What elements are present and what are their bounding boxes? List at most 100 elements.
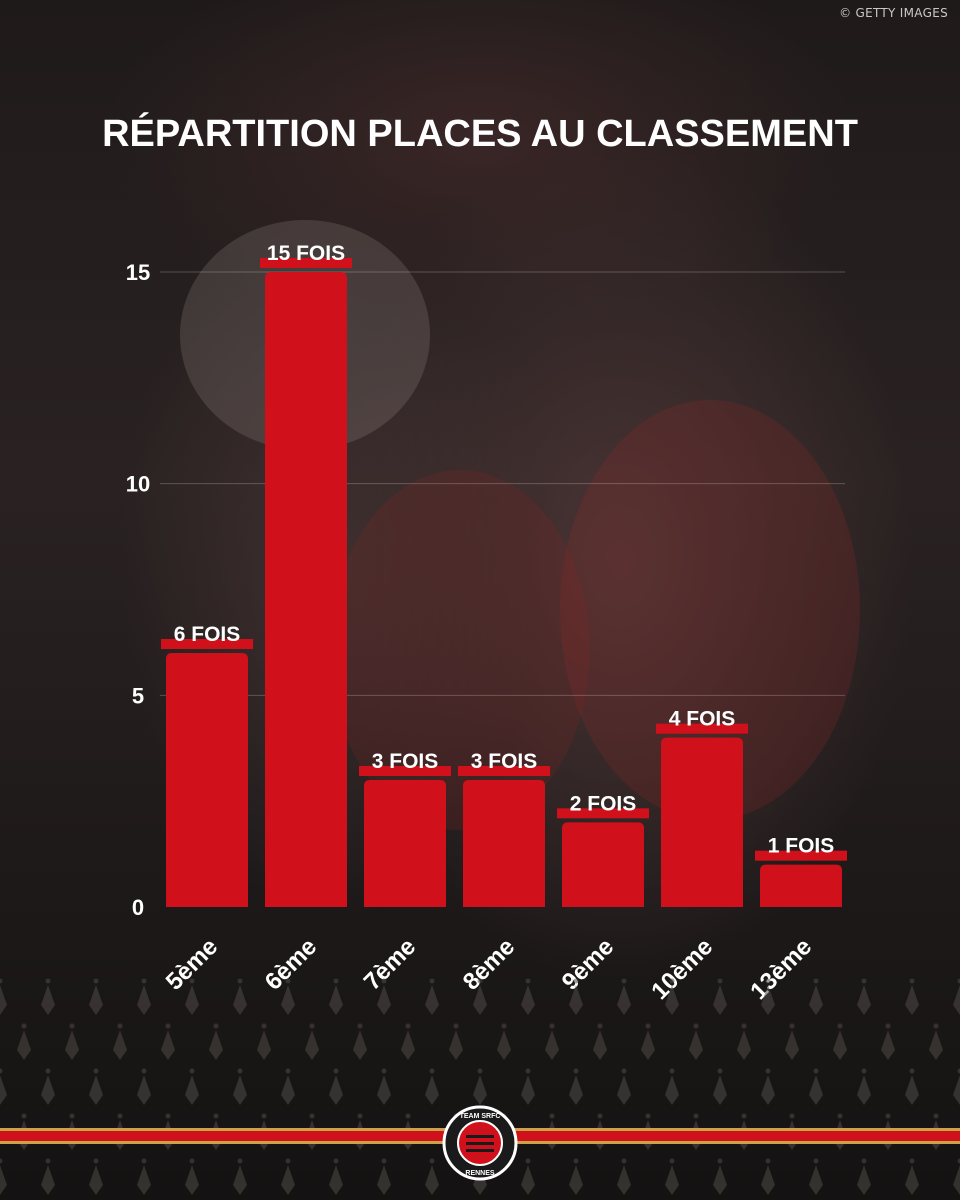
y-tick-label: 0 bbox=[132, 895, 144, 920]
logo-top-text: TEAM SRFC bbox=[460, 1113, 501, 1120]
ermine-spot bbox=[113, 1030, 127, 1060]
ermine-dot bbox=[405, 1113, 411, 1119]
ermine-dot bbox=[861, 1068, 867, 1074]
bar bbox=[265, 272, 347, 907]
ermine-spot bbox=[761, 1075, 775, 1105]
ermine-dot bbox=[357, 1113, 363, 1119]
ermine-spot bbox=[41, 985, 55, 1015]
ermine-spot bbox=[425, 985, 439, 1015]
data-label-highlight bbox=[557, 808, 649, 819]
ermine-spot bbox=[761, 1165, 775, 1195]
ermine-spot bbox=[473, 985, 487, 1015]
ermine-dot bbox=[597, 1113, 603, 1119]
ermine-spot bbox=[809, 985, 823, 1015]
ermine-dot bbox=[957, 1068, 960, 1074]
ermine-dot bbox=[789, 1023, 795, 1029]
ermine-spot bbox=[137, 1075, 151, 1105]
ermine-dot bbox=[573, 978, 579, 984]
ermine-dot bbox=[813, 1158, 819, 1164]
ermine-spot bbox=[305, 1030, 319, 1060]
ermine-spot bbox=[401, 1030, 415, 1060]
ermine-dot bbox=[117, 1023, 123, 1029]
labels-layer: 6 FOIS 15 FOIS 3 FOIS 3 FOIS 2 FOIS 4 FOIS 1 F… bbox=[161, 242, 847, 861]
ermine-dot bbox=[405, 1023, 411, 1029]
ermine-spot bbox=[41, 1165, 55, 1195]
ermine-spot bbox=[713, 985, 727, 1015]
ermine-spot bbox=[281, 1165, 295, 1195]
ermine-dot bbox=[261, 1023, 267, 1029]
ermine-dot bbox=[765, 1068, 771, 1074]
ermine-dot bbox=[21, 1023, 27, 1029]
ermine-dot bbox=[669, 978, 675, 984]
y-tick-label: 15 bbox=[126, 260, 150, 285]
ermine-spot bbox=[281, 1075, 295, 1105]
ermine-dot bbox=[381, 1068, 387, 1074]
ermine-spot bbox=[185, 1075, 199, 1105]
ermine-spot bbox=[809, 1165, 823, 1195]
ermine-dot bbox=[933, 1023, 939, 1029]
ermine-dot bbox=[213, 1113, 219, 1119]
bar bbox=[166, 653, 248, 907]
ermine-spot bbox=[377, 1075, 391, 1105]
ermine-dot bbox=[237, 978, 243, 984]
ermine-dot bbox=[717, 1068, 723, 1074]
ermine-spot bbox=[521, 1075, 535, 1105]
y-tick-label: 10 bbox=[126, 472, 150, 497]
data-label-highlight bbox=[260, 258, 352, 268]
chart-title: RÉPARTITION PLACES AU CLASSEMENT bbox=[90, 112, 870, 156]
ermine-dot bbox=[429, 1068, 435, 1074]
ermine-spot bbox=[617, 1075, 631, 1105]
ermine-spot bbox=[689, 1030, 703, 1060]
data-label: 3 FOIS bbox=[372, 750, 439, 773]
ermine-dot bbox=[621, 1158, 627, 1164]
ermine-spot bbox=[233, 1075, 247, 1105]
ermine-spot bbox=[905, 1075, 919, 1105]
ermine-spot bbox=[905, 1165, 919, 1195]
ermine-spot bbox=[329, 985, 343, 1015]
ermine-spot bbox=[545, 1030, 559, 1060]
ermine-spot bbox=[257, 1030, 271, 1060]
ermine-dot bbox=[309, 1113, 315, 1119]
ermine-spot bbox=[665, 1165, 679, 1195]
ermine-dot bbox=[621, 1068, 627, 1074]
ermine-spot bbox=[857, 985, 871, 1015]
ermine-spot bbox=[905, 985, 919, 1015]
data-label-highlight bbox=[458, 766, 550, 776]
ermine-dot bbox=[477, 978, 483, 984]
ermine-spot bbox=[89, 1075, 103, 1105]
team-logo: TEAM SRFC RENNES bbox=[442, 1105, 518, 1181]
bar bbox=[364, 780, 446, 907]
ermine-spot bbox=[785, 1030, 799, 1060]
ermine-spot bbox=[329, 1165, 343, 1195]
ermine-dot bbox=[69, 1023, 75, 1029]
ermine-spot bbox=[377, 1165, 391, 1195]
ermine-dot bbox=[549, 1023, 555, 1029]
data-label: 1 FOIS bbox=[768, 835, 835, 858]
ermine-spot bbox=[161, 1030, 175, 1060]
ermine-dot bbox=[813, 978, 819, 984]
logo-bottom-text: RENNES bbox=[465, 1170, 495, 1177]
ermine-dot bbox=[669, 1158, 675, 1164]
ermine-dot bbox=[813, 1068, 819, 1074]
ermine-dot bbox=[141, 978, 147, 984]
ermine-dot bbox=[429, 1158, 435, 1164]
ermine-dot bbox=[285, 978, 291, 984]
ermine-dot bbox=[381, 978, 387, 984]
bar bbox=[463, 780, 545, 907]
ermine-spot bbox=[953, 1075, 960, 1105]
ermine-spot bbox=[89, 985, 103, 1015]
ermine-dot bbox=[549, 1113, 555, 1119]
ermine-dot bbox=[525, 1158, 531, 1164]
ermine-dot bbox=[909, 1068, 915, 1074]
ermine-dot bbox=[717, 978, 723, 984]
ermine-spot bbox=[761, 985, 775, 1015]
grid-layer bbox=[160, 271, 845, 696]
ermine-dot bbox=[93, 1158, 99, 1164]
ermine-dot bbox=[957, 978, 960, 984]
ermine-dot bbox=[21, 1113, 27, 1119]
ermine-spot bbox=[233, 985, 247, 1015]
ermine-dot bbox=[117, 1113, 123, 1119]
ermine-dot bbox=[525, 1068, 531, 1074]
ermine-spot bbox=[569, 1165, 583, 1195]
ermine-dot bbox=[93, 1068, 99, 1074]
